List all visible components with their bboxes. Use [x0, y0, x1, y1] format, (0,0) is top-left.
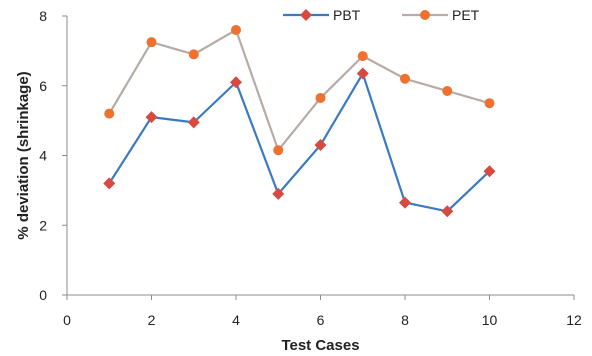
data-point-pbt — [356, 67, 369, 80]
data-point-pbt — [187, 116, 200, 129]
data-point-pet — [357, 51, 368, 62]
x-tick-label: 0 — [63, 312, 71, 328]
x-tick-label: 8 — [401, 312, 409, 328]
data-point-pbt — [145, 111, 158, 124]
data-point-pbt — [272, 187, 285, 200]
data-point-pbt — [314, 139, 327, 152]
data-point-pet — [104, 108, 115, 119]
legend-label: PBT — [333, 7, 361, 23]
x-tick-label: 10 — [482, 312, 498, 328]
y-tick-label: 4 — [39, 148, 47, 164]
data-point-pet — [273, 145, 284, 156]
y-tick-label: 8 — [39, 8, 47, 24]
data-point-pet — [315, 92, 326, 103]
data-point-pbt — [399, 196, 411, 209]
series-layer — [103, 24, 496, 218]
legend-swatch-marker — [420, 10, 430, 20]
legend: PBT PET — [283, 7, 480, 23]
data-point-pet — [442, 85, 453, 96]
x-axis-title: Test Cases — [281, 337, 359, 354]
data-point-pet — [146, 37, 157, 48]
axes: 0 2 4 6 8 10 12 0 2 4 6 8 — [39, 8, 582, 328]
y-axis-title: % deviation (shrinkage) — [15, 71, 32, 239]
legend-item-pet: PET — [402, 7, 480, 23]
series-pbt — [103, 67, 496, 218]
data-point-pbt — [441, 205, 454, 218]
legend-label: PET — [452, 7, 480, 23]
series-pet — [104, 24, 495, 156]
data-point-pbt — [230, 76, 242, 89]
x-tick-label: 4 — [232, 312, 240, 328]
data-point-pbt — [483, 165, 496, 178]
legend-swatch-marker — [300, 9, 312, 21]
data-point-pet — [484, 98, 495, 109]
data-point-pet — [231, 24, 241, 35]
data-point-pet — [400, 73, 410, 84]
series-line-pet — [108, 28, 490, 152]
legend-item-pbt: PBT — [283, 7, 361, 23]
y-tick-label: 6 — [39, 78, 47, 94]
data-point-pet — [188, 49, 199, 60]
x-tick-label: 6 — [317, 312, 325, 328]
y-tick-label: 0 — [39, 287, 47, 303]
y-tick-label: 2 — [39, 217, 47, 233]
data-point-pbt — [103, 177, 116, 190]
series-line-pbt — [108, 72, 491, 213]
x-tick-label: 2 — [148, 312, 156, 328]
x-tick-label: 12 — [566, 312, 582, 328]
